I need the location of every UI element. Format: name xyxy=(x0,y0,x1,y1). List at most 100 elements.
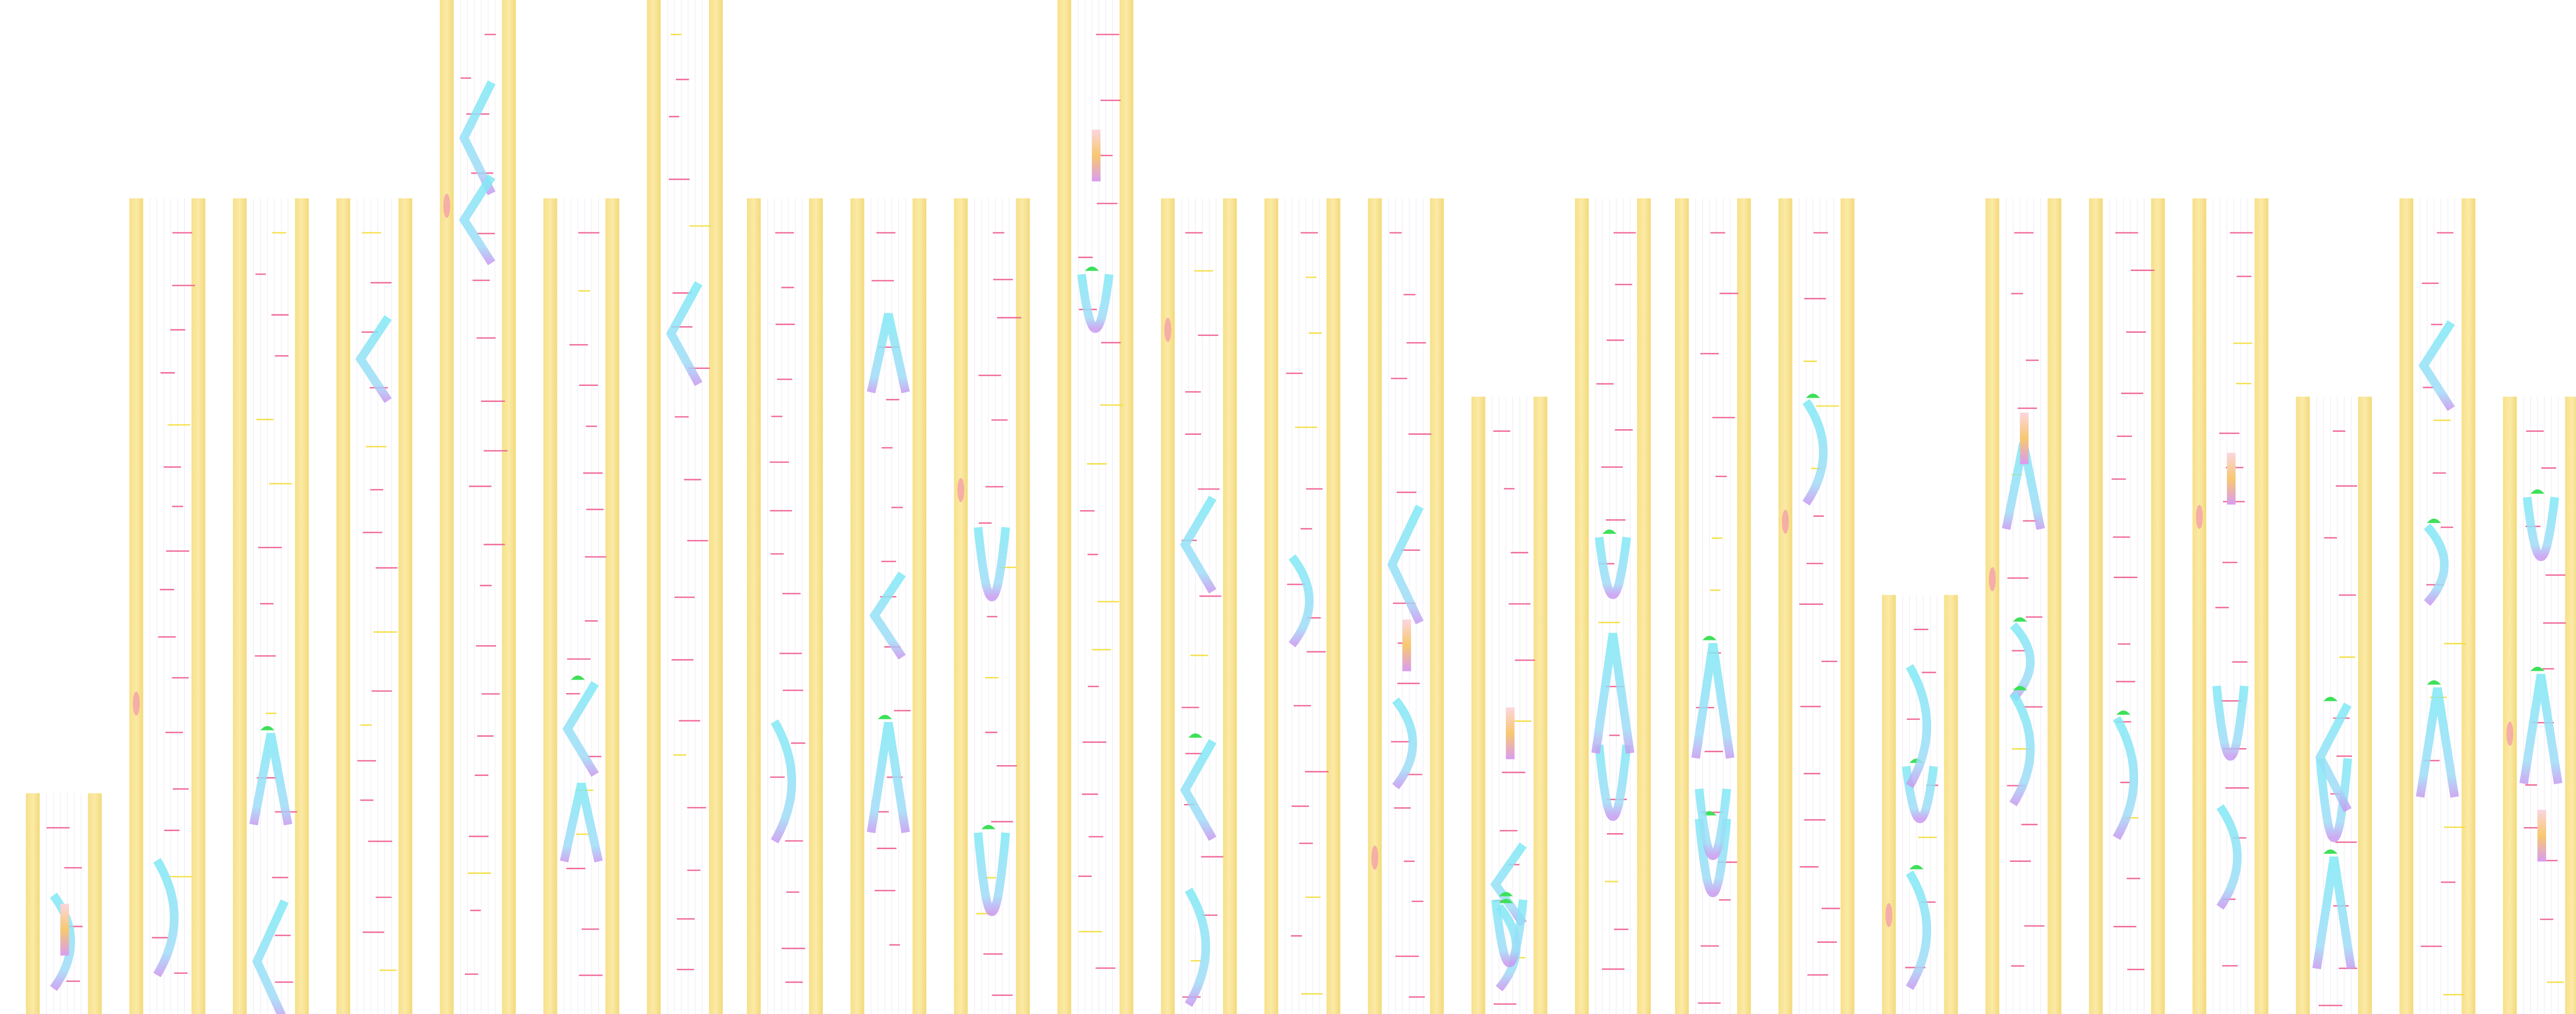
glyph-shape xyxy=(1180,496,1217,594)
green-cap xyxy=(878,715,892,719)
rail-left xyxy=(2399,198,2414,1014)
glyph-shape xyxy=(1902,766,1938,823)
rail-left xyxy=(2089,198,2103,1014)
green-cap xyxy=(2530,489,2545,494)
green-cap xyxy=(1806,394,1820,398)
glyph-shape xyxy=(562,681,599,777)
glyph-shape xyxy=(560,783,603,863)
glyph-shape xyxy=(867,722,910,834)
green-cap xyxy=(2116,710,2131,715)
glyph-shape xyxy=(1387,504,1424,624)
rail-right xyxy=(295,198,309,1014)
glyph-shape xyxy=(2216,804,2242,910)
glyph-shape xyxy=(1691,643,1735,759)
green-cap xyxy=(1188,733,1202,738)
rail-right xyxy=(2255,198,2268,1014)
rail-right xyxy=(191,198,206,1014)
green-cap xyxy=(981,825,995,830)
glyph-shape xyxy=(2312,856,2355,970)
glyph-shape xyxy=(2212,685,2249,761)
rail-left xyxy=(336,198,350,1014)
rail-blotch xyxy=(957,478,964,502)
rail-left xyxy=(1368,198,1382,1014)
rail-left xyxy=(439,0,454,1014)
glyph-shape xyxy=(2522,497,2560,561)
glyph-shape xyxy=(869,571,906,660)
rail-right xyxy=(1326,198,1341,1014)
glyph-shape xyxy=(1491,899,1528,967)
glyph-shape xyxy=(249,733,293,826)
rail-blotch xyxy=(1371,846,1379,870)
rail-blotch xyxy=(1782,510,1789,534)
rail-left xyxy=(954,198,968,1014)
rail-blotch xyxy=(2196,504,2203,529)
glyph-shape xyxy=(974,832,1010,916)
green-cap xyxy=(2013,617,2027,622)
rail-blotch xyxy=(443,194,450,218)
green-cap xyxy=(2530,667,2545,671)
rail-left xyxy=(647,0,661,1014)
rail-left xyxy=(2192,198,2207,1014)
green-cap xyxy=(260,726,275,731)
glyph-shape xyxy=(771,719,796,844)
rail-right xyxy=(605,198,620,1014)
rail-left xyxy=(1985,198,1999,1014)
rail-blotch xyxy=(2506,721,2514,746)
glyph-shape xyxy=(1802,399,1828,506)
rail-right xyxy=(2461,198,2476,1014)
rail-blotch xyxy=(1164,317,1172,342)
rail-right xyxy=(809,198,823,1014)
glyph-shape xyxy=(1180,739,1217,841)
glyph-shape xyxy=(1392,697,1417,789)
glyph-shape xyxy=(2418,320,2455,411)
glyph-shape xyxy=(2315,702,2352,813)
gradient-block xyxy=(60,904,69,956)
green-cap xyxy=(1085,266,1099,271)
rail-left xyxy=(1057,0,1072,1014)
rail-blotch xyxy=(132,691,140,716)
glyph-shape xyxy=(252,899,289,1014)
rail-right xyxy=(1223,198,1237,1014)
rail-blotch xyxy=(1989,567,1996,592)
rail-right xyxy=(1840,198,1855,1014)
green-cap xyxy=(571,675,585,680)
green-cap xyxy=(1909,865,1924,870)
glyph-shape xyxy=(459,80,496,196)
rail-right xyxy=(1430,198,1444,1014)
glyph-shape xyxy=(867,313,910,394)
green-cap xyxy=(2324,849,2337,854)
rail-right xyxy=(398,198,413,1014)
rail-right xyxy=(502,0,516,1014)
glyph-shape xyxy=(1595,745,1631,821)
green-cap xyxy=(2427,518,2441,523)
glyph-shape xyxy=(1595,536,1631,599)
gradient-block xyxy=(1505,707,1515,759)
rail-left xyxy=(1882,595,1896,1014)
gradient-block xyxy=(1092,129,1101,182)
rail-blotch xyxy=(1885,903,1892,927)
rail-right xyxy=(1533,396,1548,1014)
green-cap xyxy=(2013,686,2027,690)
glyph-shape xyxy=(1591,633,1635,754)
glyph-shape xyxy=(1906,664,1931,788)
rail-right xyxy=(2047,198,2062,1014)
green-cap xyxy=(1499,899,1513,903)
glyph-shape xyxy=(355,315,392,403)
rail-right xyxy=(2151,198,2165,1014)
rail-right xyxy=(2358,396,2372,1014)
rail-right xyxy=(1016,198,1030,1014)
green-cap xyxy=(2427,680,2441,685)
rail-left xyxy=(1574,198,1589,1014)
rail-right xyxy=(1637,198,1651,1014)
rail-left xyxy=(1264,198,1279,1014)
green-cap xyxy=(1602,529,1617,534)
green-cap xyxy=(1702,636,1717,640)
rail-right xyxy=(88,793,102,1014)
rail-left xyxy=(543,198,557,1014)
rail-left xyxy=(2296,396,2310,1014)
glyph-shape xyxy=(2424,523,2449,606)
rail-left xyxy=(2503,396,2517,1014)
rail-right xyxy=(1737,198,1751,1014)
